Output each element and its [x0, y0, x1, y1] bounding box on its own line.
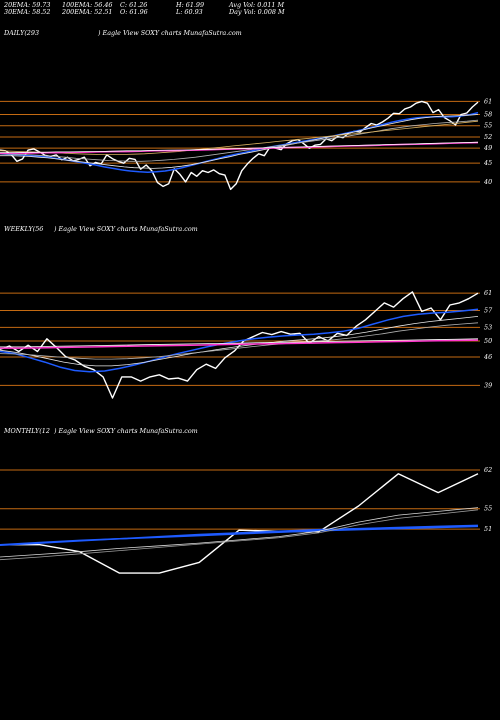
low-readout: L: 60.93	[176, 8, 203, 16]
ema-line	[0, 114, 479, 169]
ema-line	[0, 111, 479, 173]
y-tick-label: 57	[484, 307, 493, 315]
price-line	[0, 100, 479, 191]
panel-subtitle: ) Eagle View SOXY charts MunafaSutra.com	[53, 427, 198, 435]
ema-line	[0, 316, 479, 367]
panel-subtitle: ) Eagle View SOXY charts MunafaSutra.com	[53, 225, 198, 233]
open-readout: O: 61.96	[120, 8, 148, 16]
ema200-readout: 200EMA: 52.51	[62, 8, 113, 16]
panel-title: WEEKLY(56	[4, 225, 43, 233]
y-tick-label: 46	[483, 353, 492, 361]
avg-volume-readout: Avg Vol: 0.011 M	[229, 1, 285, 9]
ema-line	[0, 525, 479, 546]
ema100-readout: 100EMA: 56.46	[62, 1, 113, 9]
ema20-readout: 20EMA: 59.73	[4, 1, 51, 9]
panel-title: DAILY(293	[3, 29, 39, 37]
y-tick-label: 45	[483, 159, 492, 167]
ema30-readout: 30EMA: 58.52	[4, 8, 51, 16]
high-readout: H: 61.99	[176, 1, 205, 9]
ema-line	[0, 507, 479, 558]
ema-line	[0, 119, 479, 162]
y-tick-label: 52	[484, 133, 492, 141]
close-readout: C: 61.26	[120, 1, 148, 9]
y-tick-label: 40	[483, 178, 492, 186]
y-tick-label: 58	[484, 110, 492, 118]
ema-line	[0, 509, 479, 561]
panel-title: MONTHLY(12	[3, 427, 50, 435]
y-tick-label: 55	[484, 505, 492, 513]
y-tick-label: 49	[483, 144, 492, 152]
ema-line	[0, 338, 479, 348]
day-volume-readout: Day Vol: 0.008 M	[229, 8, 285, 16]
y-tick-label: 55	[484, 122, 492, 130]
ema-line	[0, 308, 479, 373]
y-tick-label: 50	[484, 337, 492, 345]
y-tick-label: 61	[484, 289, 492, 297]
panel-subtitle: ) Eagle View SOXY charts MunafaSutra.com	[97, 29, 242, 37]
ema-line	[0, 339, 479, 349]
weekly-chart-panel: WEEKLY(56 ) Eagle View SOXY charts Munafa…	[0, 225, 493, 399]
y-tick-label: 61	[484, 97, 492, 105]
y-tick-label: 62	[484, 466, 492, 474]
price-line	[0, 473, 479, 574]
daily-chart-panel: DAILY(293 ) Eagle View SOXY charts Munafa…	[0, 29, 492, 191]
monthly-chart-panel: MONTHLY(12) Eagle View SOXY charts Munaf…	[0, 427, 492, 574]
ema-line	[0, 322, 479, 360]
y-tick-label: 53	[484, 323, 492, 331]
y-tick-label: 39	[484, 381, 492, 389]
ema-line	[0, 120, 479, 155]
y-tick-label: 51	[484, 525, 492, 533]
ema-line	[0, 141, 479, 154]
